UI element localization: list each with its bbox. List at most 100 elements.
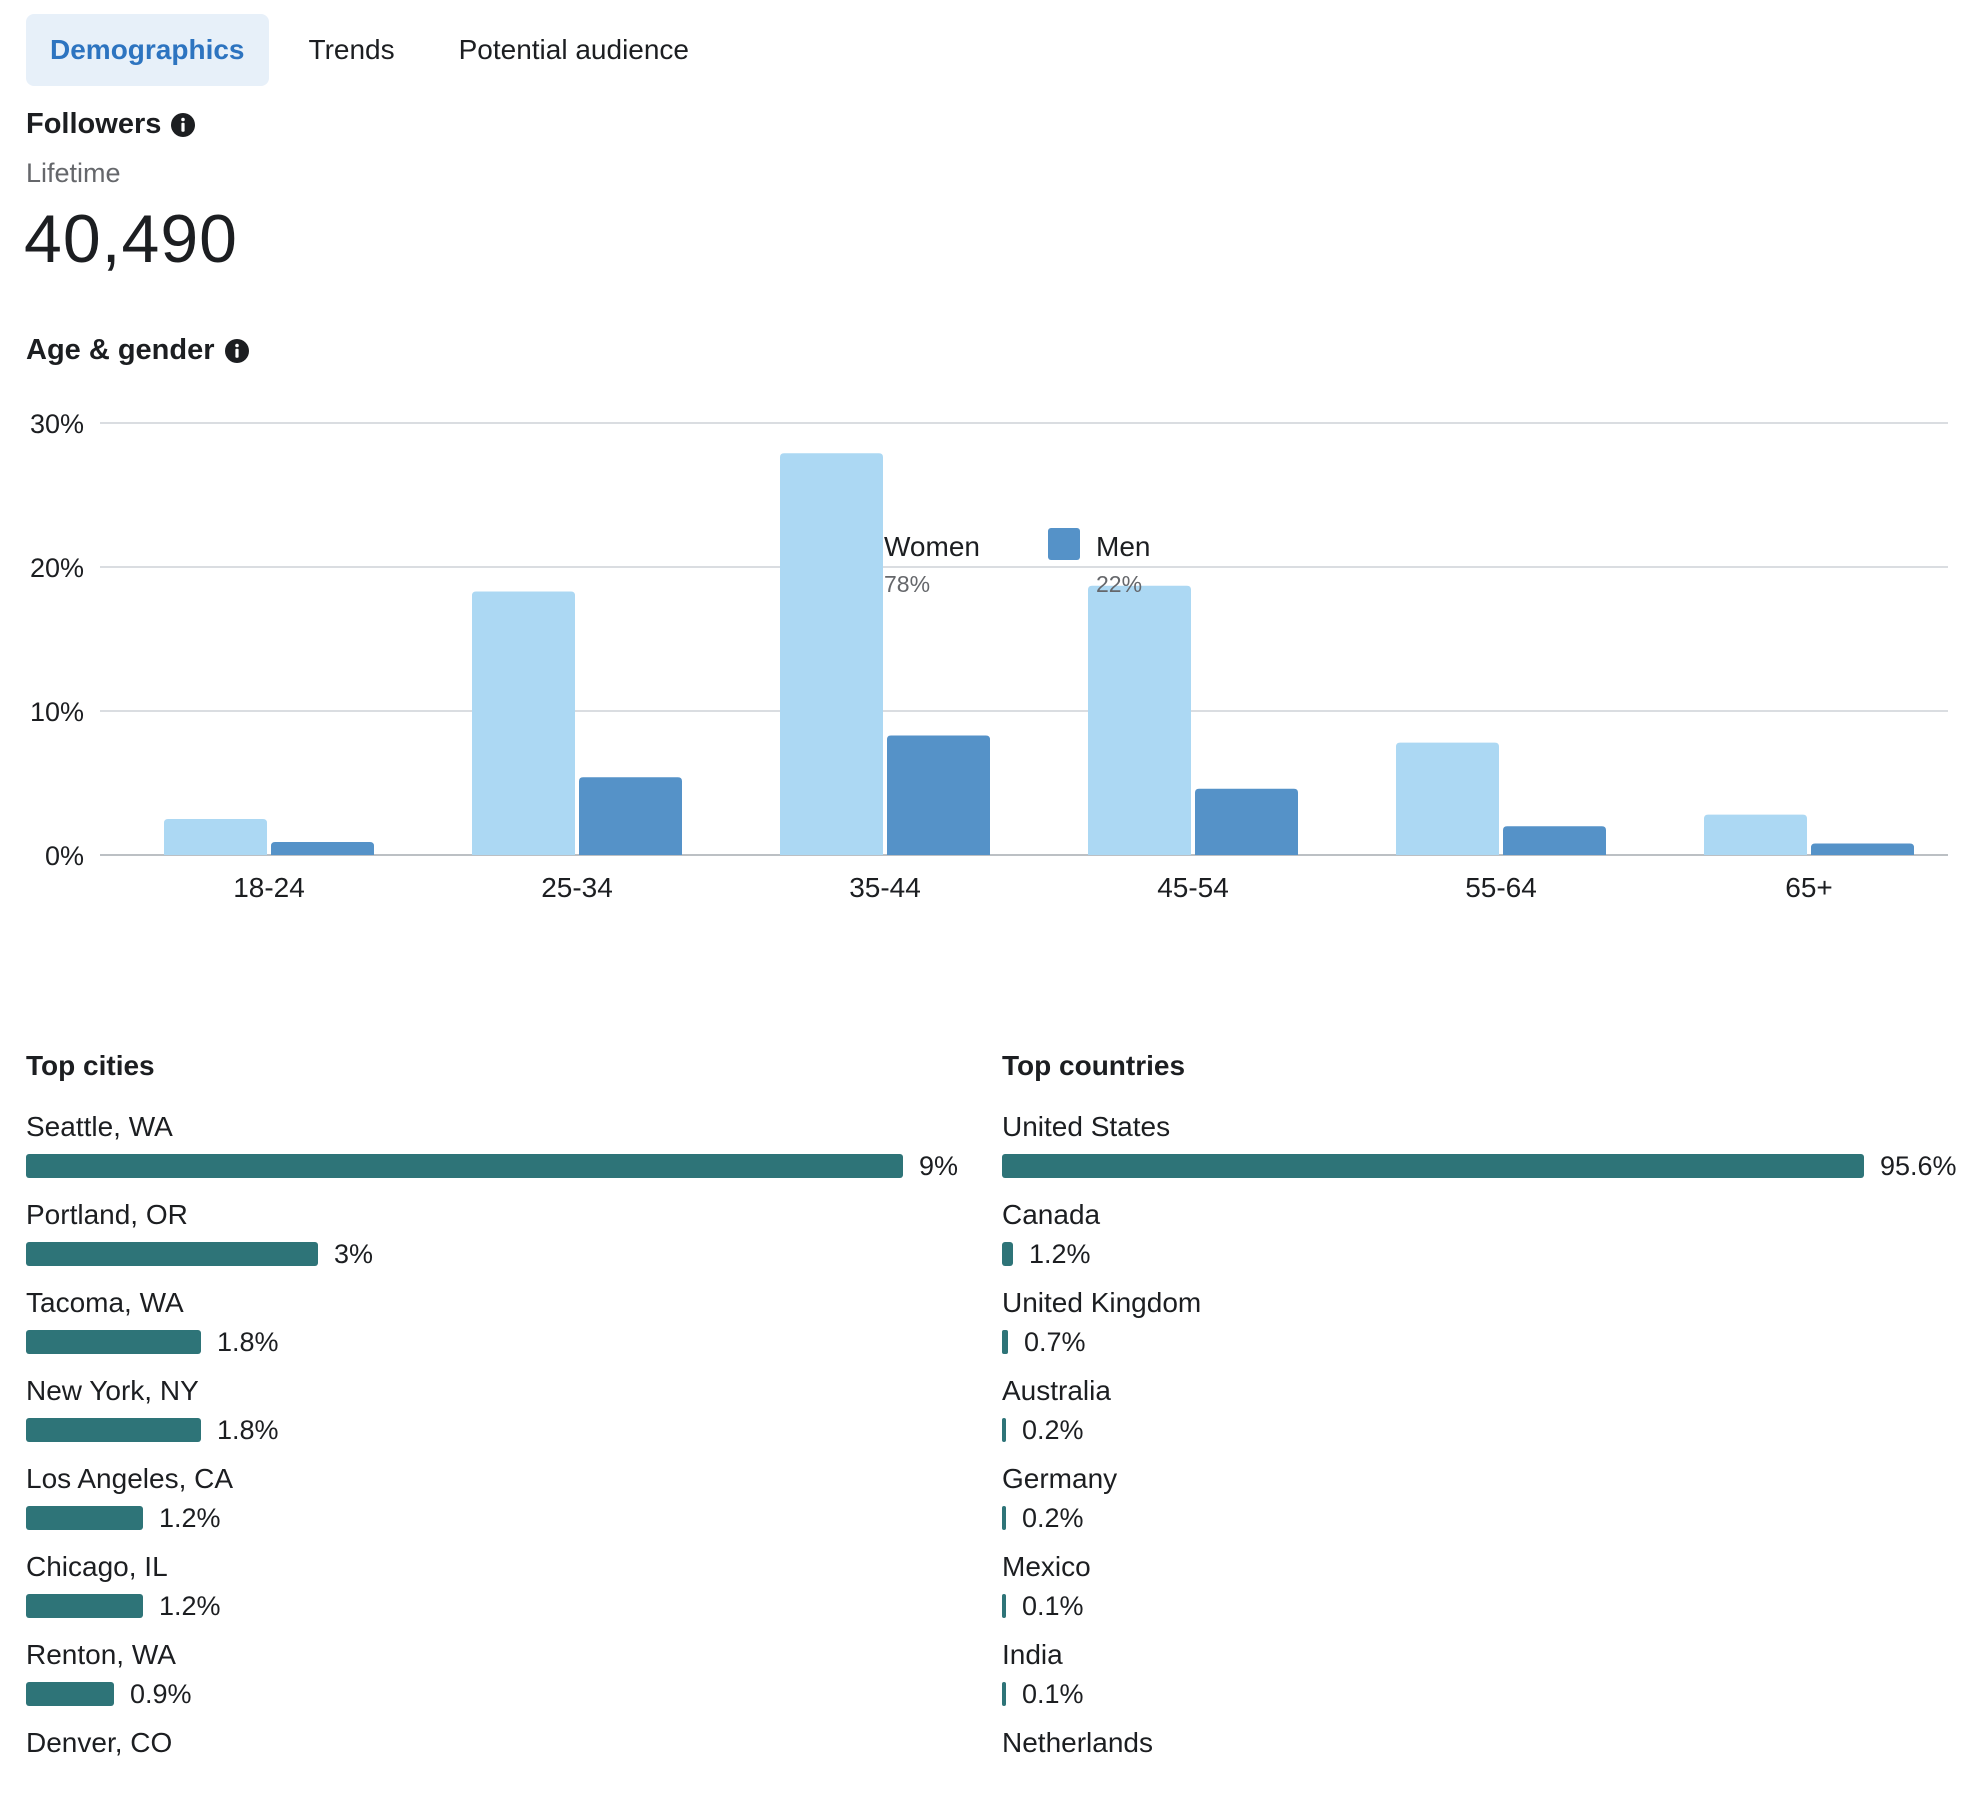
bar-men-55-64 <box>1503 826 1606 855</box>
tab-demographics[interactable]: Demographics <box>26 14 269 86</box>
x-tick-label: 55-64 <box>1465 872 1537 903</box>
item-name: Seattle, WA <box>26 1111 173 1142</box>
bar-men-18-24 <box>271 842 374 855</box>
bar-row: 1.8% <box>26 1410 986 1450</box>
bar-row: 3% <box>26 1234 986 1274</box>
list-item: Canada 1.2% <box>1002 1196 1962 1284</box>
x-tick-label: 25-34 <box>541 872 613 903</box>
age-gender-heading: Age & gender <box>26 334 249 367</box>
bar-row: 0.2% <box>1002 1498 1962 1538</box>
list-item: Germany 0.2% <box>1002 1460 1962 1548</box>
bar-men-35-44 <box>887 735 990 855</box>
value-label: 0.2% <box>1022 1414 1084 1445</box>
x-tick-label: 65+ <box>1785 872 1833 903</box>
item-name: United Kingdom <box>1002 1287 1202 1318</box>
bar-women-45-54 <box>1088 585 1191 855</box>
list-item: New York, NY 1.8% <box>26 1372 986 1460</box>
y-tick-label: 30% <box>30 409 84 439</box>
value-bar <box>26 1594 143 1618</box>
legend-swatch-men <box>1048 528 1080 560</box>
bar-men-45-54 <box>1195 788 1298 855</box>
list-item: Renton, WA 0.9% <box>26 1636 986 1724</box>
value-bar <box>1002 1594 1006 1618</box>
tab-potential-audience[interactable]: Potential audience <box>458 34 690 65</box>
value-label: 0.2% <box>1022 1502 1084 1533</box>
value-label: 1.2% <box>159 1590 221 1621</box>
value-label: 1.8% <box>217 1414 279 1445</box>
item-name: Germany <box>1002 1463 1118 1494</box>
bar-row: 0.7% <box>1002 1322 1962 1362</box>
value-label: 0.9% <box>130 1678 192 1709</box>
item-name: Tacoma, WA <box>26 1287 184 1318</box>
legend-share-men: 22% <box>1096 571 1142 597</box>
age-gender-chart: 0% 10% 20% 30% 18-24 25-34 35-44 45-54 55-64 65+ W… <box>30 409 1948 903</box>
followers-period: Lifetime <box>26 158 121 188</box>
value-bar <box>1002 1330 1008 1354</box>
value-bar <box>26 1682 114 1706</box>
value-label: 0.7% <box>1024 1326 1086 1357</box>
followers-count: 40,490 <box>24 201 238 277</box>
list-item: Denver, CO <box>26 1724 986 1812</box>
value-bar <box>1002 1154 1864 1178</box>
bar-row: 1.8% <box>26 1322 986 1362</box>
list-item: Mexico 0.1% <box>1002 1548 1962 1636</box>
tab-bar: Demographics Trends Potential audience <box>26 14 729 86</box>
value-label: 1.2% <box>159 1502 221 1533</box>
followers-title: Followers <box>26 108 162 140</box>
legend-swatch-women <box>836 528 868 560</box>
value-bar <box>1002 1418 1006 1442</box>
followers-heading: Followers <box>26 108 196 141</box>
item-name: Portland, OR <box>26 1199 188 1230</box>
info-icon[interactable] <box>224 338 249 363</box>
item-name: Netherlands <box>1002 1727 1153 1758</box>
value-label: 1.8% <box>217 1326 279 1357</box>
bar-women-55-64 <box>1396 742 1499 855</box>
age-gender-title: Age & gender <box>26 334 215 366</box>
tab-trends[interactable]: Trends <box>308 34 395 65</box>
value-bar <box>26 1242 318 1266</box>
x-tick-label: 45-54 <box>1157 872 1229 903</box>
bar-women-65+ <box>1704 814 1807 855</box>
list-item: India 0.1% <box>1002 1636 1962 1724</box>
top-cities-title: Top cities <box>26 1050 155 1081</box>
item-name: Los Angeles, CA <box>26 1463 234 1494</box>
list-item: Seattle, WA 9% <box>26 1108 986 1196</box>
list-item: United States 95.6% <box>1002 1108 1962 1196</box>
list-item: Australia 0.2% <box>1002 1372 1962 1460</box>
list-item: Los Angeles, CA 1.2% <box>26 1460 986 1548</box>
item-name: New York, NY <box>26 1375 199 1406</box>
top-cities-list: Seattle, WA 9% Portland, OR 3% Tacoma, WA 1.8… <box>26 1108 986 1812</box>
top-countries-title: Top countries <box>1002 1050 1186 1081</box>
list-item: Tacoma, WA 1.8% <box>26 1284 986 1372</box>
item-name: India <box>1002 1639 1063 1670</box>
list-item: Netherlands <box>1002 1724 1962 1812</box>
bar-row: 1.2% <box>26 1498 986 1538</box>
bar-row: 9% <box>26 1146 986 1186</box>
value-bar <box>1002 1506 1006 1530</box>
list-item: Portland, OR 3% <box>26 1196 986 1284</box>
bar-row: 0.1% <box>1002 1674 1962 1714</box>
y-tick-label: 20% <box>30 553 84 583</box>
bar-women-18-24 <box>164 819 267 855</box>
bar-row: 1.2% <box>1002 1234 1962 1274</box>
bar-row: 1.2% <box>26 1586 986 1626</box>
bar-women-35-44 <box>780 453 883 855</box>
item-name: United States <box>1002 1111 1171 1142</box>
insights-page: Demographics Trends Potential audience F… <box>24 14 1957 1758</box>
bar-row: 0.2% <box>1002 1410 1962 1450</box>
item-name: Mexico <box>1002 1551 1091 1582</box>
value-label: 3% <box>334 1238 374 1269</box>
value-bar <box>26 1330 201 1354</box>
value-bar <box>26 1418 201 1442</box>
value-label: 95.6% <box>1880 1150 1957 1181</box>
info-icon[interactable] <box>171 112 196 137</box>
top-countries-list: United States 95.6% Canada 1.2% United Kingd… <box>1002 1108 1962 1812</box>
bar-men-25-34 <box>579 777 682 855</box>
bar-row: 95.6% <box>1002 1146 1962 1186</box>
bar-row: 0.9% <box>26 1674 986 1714</box>
value-bar <box>1002 1242 1013 1266</box>
legend-share-women: 78% <box>884 571 930 597</box>
bar-row: 0.1% <box>1002 1586 1962 1626</box>
value-label: 9% <box>919 1150 959 1181</box>
value-label: 0.1% <box>1022 1590 1084 1621</box>
